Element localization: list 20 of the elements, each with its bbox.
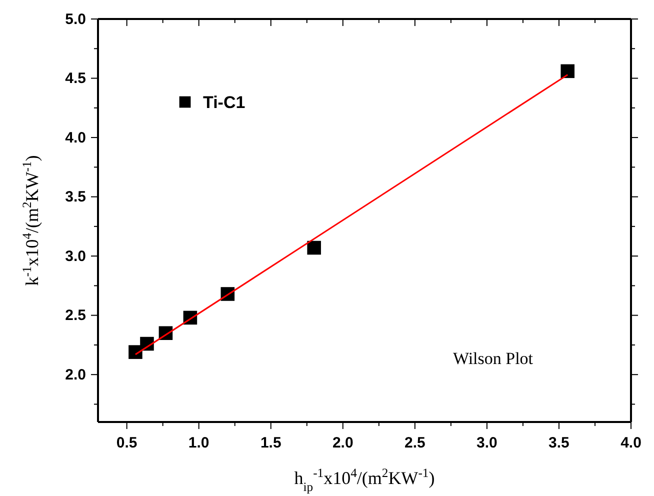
x-tick-label: 0.5 <box>116 434 138 452</box>
x-tick-label: 2.5 <box>404 434 426 452</box>
x-tick-label: 2.0 <box>332 434 354 452</box>
x-tick-label: 4.0 <box>620 434 642 452</box>
point <box>307 240 321 255</box>
y-tick-label: 5.0 <box>65 10 86 28</box>
text: h$_{ip}$$^{-1}$x10$^{4}$/(m$^{2}$KW$^{-1}$) <box>294 466 435 494</box>
annotation: Wilson Plot <box>452 349 534 368</box>
y-tick-label: 4.0 <box>65 129 86 146</box>
x-tick-label: 3.0 <box>476 434 498 452</box>
point <box>560 64 575 78</box>
y-tick-label: 3.0 <box>65 248 86 265</box>
y-tick-label: 3.5 <box>65 188 86 206</box>
x-tick-label: 1.5 <box>260 434 282 452</box>
y-tick-label: 4.5 <box>65 70 86 88</box>
legend-label: Ti-C1 <box>203 92 246 112</box>
y-tick-label: 2.5 <box>65 307 86 324</box>
x-tick-label: 1.0 <box>188 434 210 452</box>
x-tick-label: 3.5 <box>548 434 570 452</box>
y-tick-label: 2.0 <box>65 366 86 384</box>
